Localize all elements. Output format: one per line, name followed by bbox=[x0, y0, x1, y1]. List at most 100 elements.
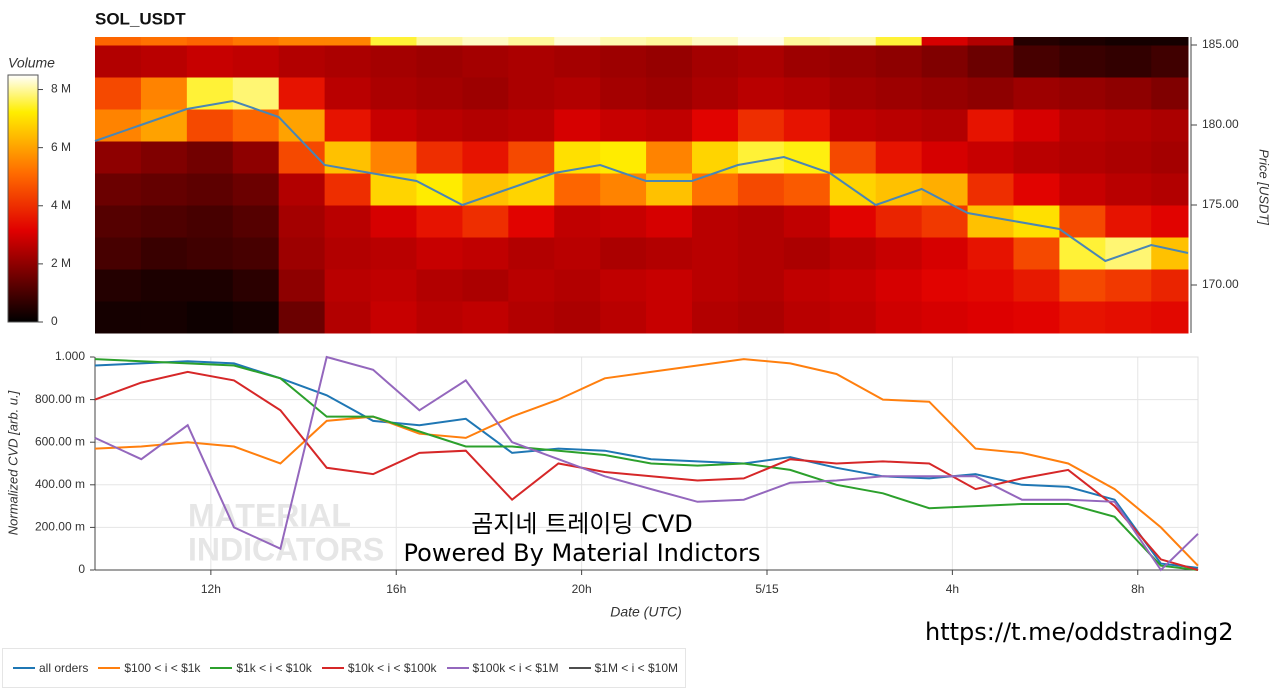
x-axis-label: Date (UTC) bbox=[610, 604, 682, 620]
heatmap-cell bbox=[416, 37, 463, 46]
heatmap-cell bbox=[600, 237, 647, 270]
heatmap-cell bbox=[1151, 45, 1189, 78]
legend-label: $100 < i < $1k bbox=[124, 661, 201, 675]
legend-label: $1M < i < $10M bbox=[594, 661, 678, 675]
heatmap-cell bbox=[967, 141, 1014, 174]
x-tick-label: 16h bbox=[386, 582, 406, 596]
heatmap-cell bbox=[783, 269, 831, 302]
heatmap-cell bbox=[600, 205, 647, 238]
heatmap-cell bbox=[462, 109, 509, 142]
annotation: https://t.me/oddstrading2 bbox=[925, 618, 1234, 646]
legend-label: $1k < i < $10k bbox=[236, 661, 312, 675]
heatmap-cell bbox=[278, 77, 326, 110]
heatmap-cell bbox=[554, 237, 601, 270]
legend-item[interactable]: $1M < i < $10M bbox=[568, 661, 678, 675]
heatmap-cell bbox=[692, 301, 739, 334]
heatmap-cell bbox=[416, 205, 463, 238]
heatmap-cell bbox=[278, 301, 326, 334]
heatmap-cell bbox=[646, 109, 693, 142]
legend-item[interactable]: $100k < i < $1M bbox=[446, 661, 559, 675]
heatmap-cell bbox=[646, 45, 693, 78]
heatmap-cell bbox=[554, 205, 601, 238]
heatmap-cell bbox=[692, 205, 739, 238]
heatmap-cell bbox=[278, 269, 326, 302]
heatmap-cell bbox=[600, 37, 647, 46]
heatmap-cell bbox=[370, 77, 417, 110]
heatmap-cell bbox=[1059, 173, 1106, 206]
heatmap-cell bbox=[921, 269, 969, 302]
heatmap-cell bbox=[324, 301, 372, 334]
heatmap-cell bbox=[278, 173, 326, 206]
heatmap-cell bbox=[692, 45, 739, 78]
heatmap-cell bbox=[416, 109, 463, 142]
heatmap-cell bbox=[1013, 173, 1060, 206]
heatmap-cell bbox=[554, 45, 601, 78]
heatmap-cell bbox=[186, 37, 234, 46]
legend-item[interactable]: $1k < i < $10k bbox=[210, 661, 312, 675]
heatmap-cell bbox=[462, 301, 509, 334]
heatmap-cell bbox=[829, 37, 877, 46]
heatmap-cell bbox=[508, 205, 555, 238]
heatmap-cell bbox=[967, 109, 1014, 142]
heatmap-cell bbox=[324, 109, 372, 142]
heatmap-cell bbox=[1151, 37, 1189, 46]
y2-tick-label: 170.00 bbox=[1202, 277, 1239, 291]
heatmap-cell bbox=[1013, 237, 1060, 270]
heatmap-cell bbox=[600, 301, 647, 334]
heatmap-cell bbox=[829, 237, 877, 270]
heatmap-cell bbox=[783, 237, 831, 270]
heatmap-cell bbox=[829, 109, 877, 142]
legend-swatch bbox=[446, 667, 469, 669]
x-tick-label: 4h bbox=[946, 582, 959, 596]
heatmap-cell bbox=[1013, 269, 1060, 302]
heatmap-cell bbox=[1151, 173, 1189, 206]
legend-label: all orders bbox=[39, 661, 89, 675]
heatmap-cell bbox=[967, 301, 1014, 334]
heatmap-cell bbox=[692, 37, 739, 46]
heatmap-cell bbox=[462, 37, 509, 46]
heatmap-cell bbox=[737, 77, 785, 110]
legend-item[interactable]: all orders bbox=[13, 661, 88, 675]
heatmap-cell bbox=[324, 45, 372, 78]
colorbar-label: Volume bbox=[8, 55, 55, 71]
heatmap-cell bbox=[324, 269, 372, 302]
heatmap-cell bbox=[140, 45, 188, 78]
heatmap-cell bbox=[232, 45, 280, 78]
heatmap-cell bbox=[140, 301, 188, 334]
heatmap-cell bbox=[737, 37, 785, 46]
heatmap-cell bbox=[95, 45, 142, 78]
y-tick-label: 600.00 m bbox=[35, 434, 85, 448]
heatmap-cell bbox=[692, 109, 739, 142]
x-tick-label: 20h bbox=[572, 582, 592, 596]
heatmap-cell bbox=[324, 77, 372, 110]
heatmap-cell bbox=[508, 45, 555, 78]
heatmap-cell bbox=[416, 173, 463, 206]
y2-tick-label: 185.00 bbox=[1202, 37, 1239, 51]
heatmap-cell bbox=[967, 205, 1014, 238]
heatmap-cell bbox=[140, 109, 188, 142]
x-tick-label: 12h bbox=[201, 582, 221, 596]
heatmap-cell bbox=[554, 269, 601, 302]
heatmap-cell bbox=[232, 205, 280, 238]
heatmap-cell bbox=[1151, 269, 1189, 302]
heatmap-cell bbox=[737, 237, 785, 270]
heatmap-cell bbox=[1013, 77, 1060, 110]
heatmap-cell bbox=[875, 45, 923, 78]
heatmap-cell bbox=[508, 109, 555, 142]
legend-item[interactable]: $10k < i < $100k bbox=[321, 661, 437, 675]
legend-item[interactable]: $100 < i < $1k bbox=[98, 661, 200, 675]
legend-swatch bbox=[13, 667, 35, 669]
heatmap-cell bbox=[646, 301, 693, 334]
heatmap-cell bbox=[646, 237, 693, 270]
heatmap-cell bbox=[646, 269, 693, 302]
heatmap-cell bbox=[875, 77, 923, 110]
colorbar-tick-label: 6 M bbox=[51, 140, 71, 154]
heatmap-cell bbox=[95, 141, 142, 174]
heatmap-cell bbox=[508, 37, 555, 46]
heatmap-cell bbox=[921, 45, 969, 78]
heatmap-cell bbox=[508, 77, 555, 110]
heatmap-cell bbox=[1151, 205, 1189, 238]
heatmap-cell bbox=[186, 301, 234, 334]
heatmap-cell bbox=[783, 109, 831, 142]
heatmap-cell bbox=[967, 269, 1014, 302]
